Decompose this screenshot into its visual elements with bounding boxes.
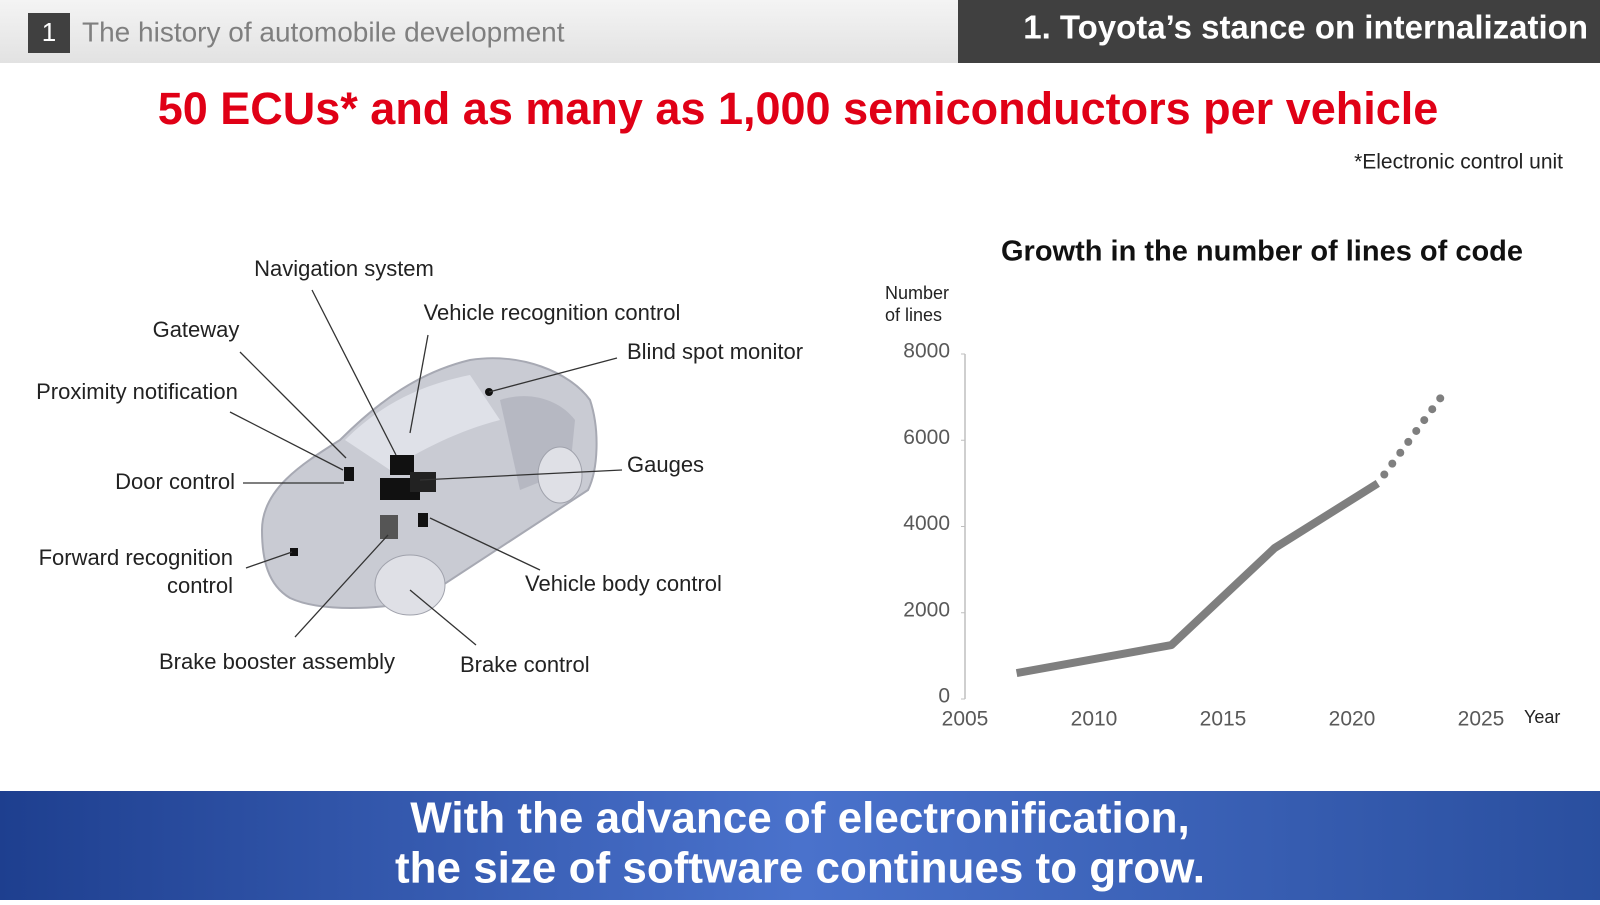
header-bar [0,0,958,63]
footnote: *Electronic control unit [1354,151,1563,174]
y-tick-label: 6000 [903,426,950,449]
chapter-title: 1. Toyota’s stance on internalization [1023,9,1588,46]
y-tick-label: 2000 [903,598,950,621]
component-label: Proximity notification [36,379,238,404]
x-axis-label: Year [1524,707,1560,727]
car-illustration [260,357,598,616]
chart-title: Growth in the number of lines of code [1001,236,1523,268]
dotted-line [1373,384,1452,488]
footer-text: With the advance of electronification, [410,794,1190,843]
component-label: Blind spot monitor [627,339,803,364]
chapter-bar [958,0,1600,63]
section-badge [28,13,70,53]
component-label: Gateway [153,317,240,342]
section-title: The history of automobile development [82,16,565,47]
diagram-labels: Navigation system Gateway Vehicle recogn… [36,256,803,677]
y-tick-label: 4000 [903,512,950,535]
component-label: Brake control [460,652,590,677]
x-tick-label: 2010 [1071,708,1118,731]
component-label: Brake booster assembly [159,649,395,674]
x-tick-label: 2025 [1458,708,1505,731]
y-tick-label: 0 [938,685,950,708]
component-label: Door control [115,469,235,494]
y-axis-label: Number [885,283,949,303]
x-tick-label: 2020 [1329,708,1376,731]
component-label: Gauges [627,452,704,477]
footer-band [0,791,1600,900]
y-tick-label: 8000 [903,340,950,363]
x-tick-label: 2005 [942,708,989,731]
slide-title: 50 ECUs* and as many as 1,000 semiconduc… [158,83,1439,134]
section-number: 1 [42,17,56,47]
component-label: Navigation system [254,256,434,281]
component-label: Vehicle recognition control [424,300,681,325]
component-label: Forward recognition [39,545,233,570]
data-line [1015,479,1380,678]
y-axis-label: of lines [885,305,942,325]
leader-lines [229,289,623,646]
component-label: control [167,573,233,598]
component-label: Vehicle body control [525,571,722,596]
footer-text: the size of software continues to grow. [395,844,1205,893]
x-tick-label: 2015 [1200,708,1247,731]
